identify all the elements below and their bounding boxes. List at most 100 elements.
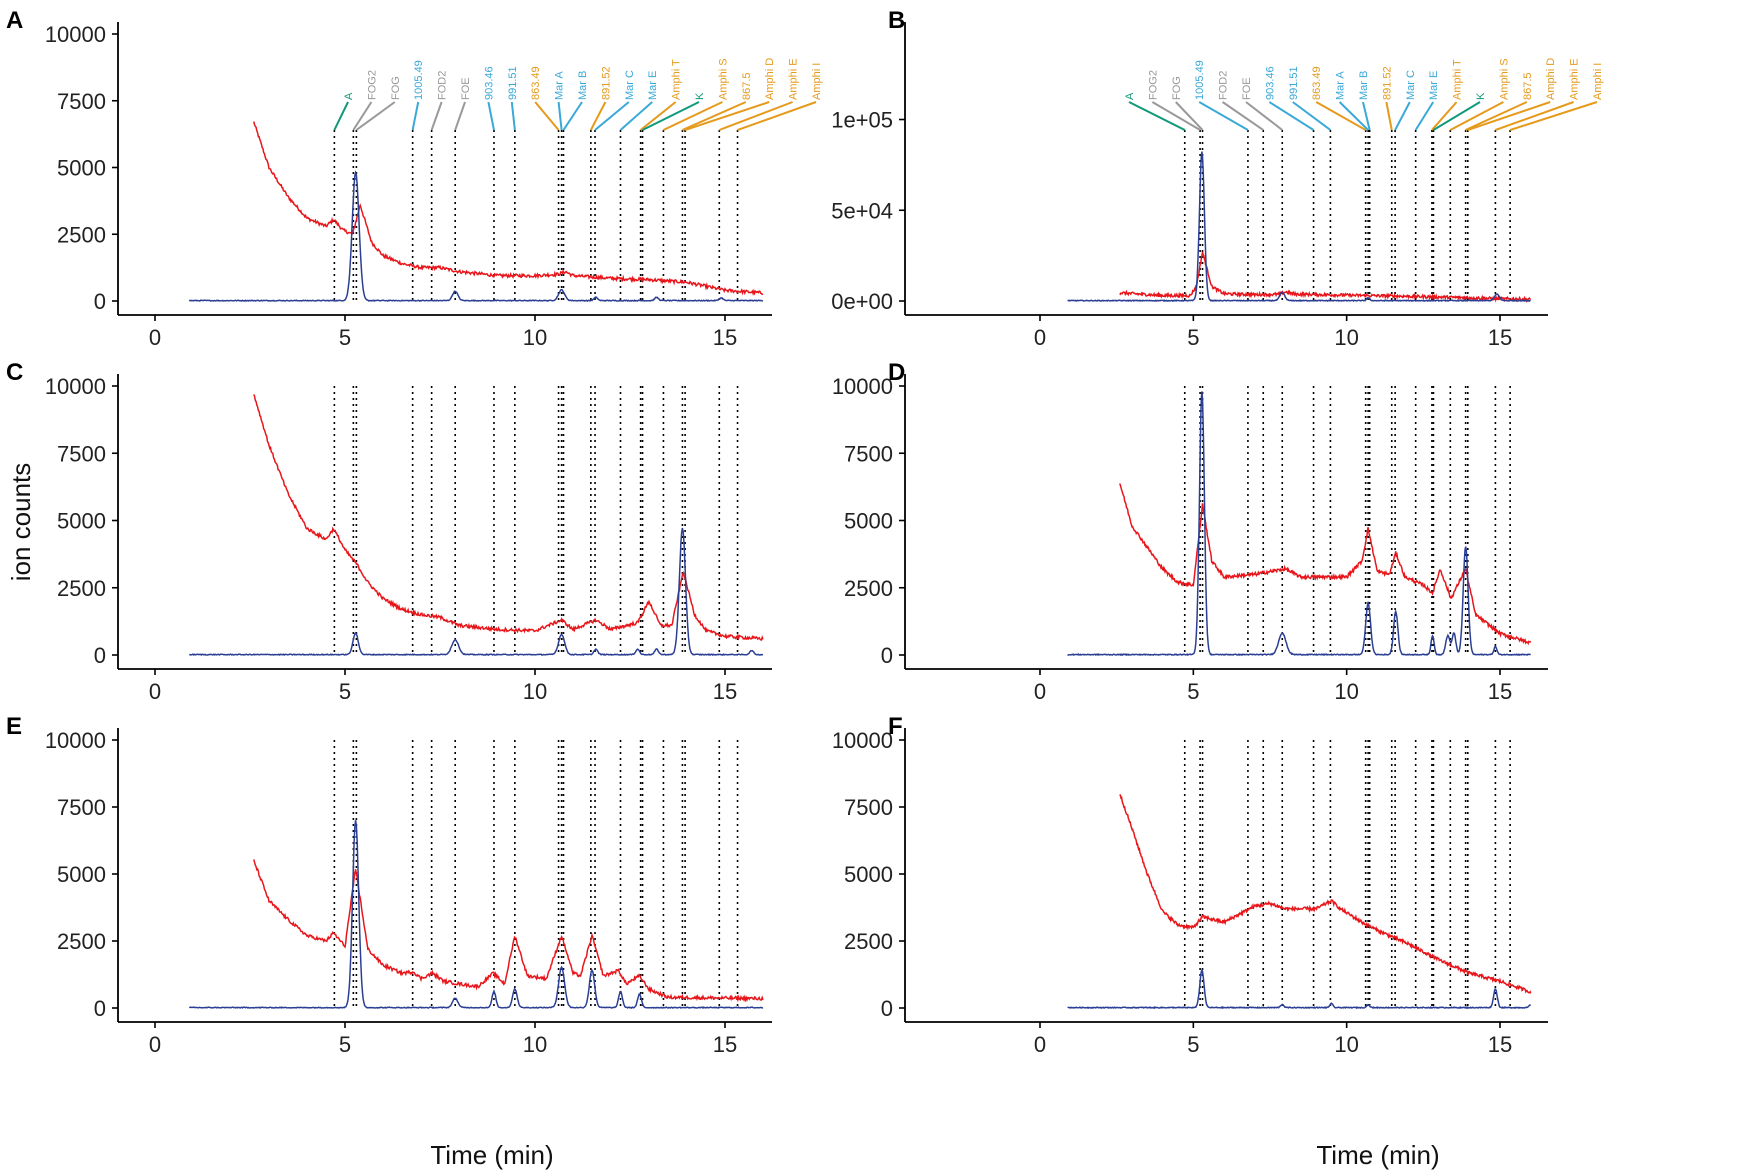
y-tick-label: 7500 [57,795,106,820]
annotation-connector [642,101,700,131]
panel-letter-f: F [888,713,903,740]
annotation-label: FOD2 [1218,71,1230,100]
panel-letter-a: A [6,7,23,34]
y-tick-label: 5000 [57,862,106,887]
y-tick-label: 0 [94,289,106,314]
trace-blue-f [1067,968,1531,1010]
y-tick-label: 10000 [45,374,106,399]
panel-letter-b: B [888,7,905,34]
x-tick-label: 5 [339,325,351,350]
annotation-connector [534,101,560,131]
x-tick-label: 5 [1187,679,1199,704]
annotation-label: FOG [1171,76,1183,100]
trace-blue-d [1067,391,1531,657]
annotation-label: 991.51 [507,66,519,100]
annotation-connector [640,101,677,131]
annotation-label: 891.52 [1381,66,1393,100]
trace-red-b [1119,251,1531,304]
trace-blue-a [188,169,764,302]
annotation-label: 891.52 [600,66,612,100]
trace-blue-c [189,527,763,657]
y-tick-label: 5000 [844,509,893,534]
annotation-connector [557,101,563,131]
annotation-connector [1432,101,1481,131]
trace-blue-b [1067,151,1531,303]
annotation-label: Mar A [554,71,566,100]
x-tick-label: 5 [1187,1032,1199,1057]
y-axis-title: ion counts [6,463,36,582]
annotation-label: 903.46 [1264,66,1276,100]
y-tick-label: 7500 [57,441,106,466]
annotation-connector [1495,101,1574,131]
x-tick-label: 5 [1187,325,1199,350]
annotation-label: FOG2 [366,70,378,100]
y-tick-label: 10000 [45,22,106,47]
annotation-label: Amphi S [1498,58,1510,100]
annotation-connector [594,101,630,131]
panel-letter-e: E [6,713,22,740]
annotation-label: 903.46 [483,66,495,100]
annotation-connector [1292,101,1332,131]
annotation-connector [510,101,516,131]
annotation-label: FOE [1241,77,1253,100]
x-tick-label: 15 [713,1032,737,1057]
trace-red-a [253,121,763,297]
y-tick-label: 0 [881,996,893,1021]
panel-e: E 0 2500 5000 7500 10000 0 5 10 15 [6,713,772,1057]
x-axis-title-right: Time (min) [1316,1140,1439,1170]
annotation-label: A [343,92,355,100]
annotation-label: Amphi T [671,59,683,100]
annotation-label: K [694,92,706,100]
annotation-connector [1449,101,1504,131]
annotation-label: FOG [390,76,402,100]
annotation-connector [619,101,653,131]
y-tick-label: 5000 [844,862,893,887]
y-tick-label: 2500 [57,222,106,247]
annotation-connector [1198,101,1249,131]
annotation-label: Amphi E [1569,58,1581,100]
panel-f: F 0 2500 5000 7500 10000 0 5 10 15 [832,713,1548,1057]
annotation-connector [1465,101,1528,131]
annotation-connector [333,101,349,131]
annotation-label: 991.51 [1288,66,1300,100]
trace-red-e [253,859,764,1003]
y-tick-label: 5000 [57,156,106,181]
y-tick-label: 0e+00 [831,289,893,314]
annotation-label: FOE [460,77,472,100]
annotation-connector [1175,101,1204,131]
annotation-label: 1005.49 [1194,60,1206,100]
panel-c: C 0 2500 5000 7500 10000 0 5 10 15 [6,359,772,704]
x-tick-label: 15 [1488,679,1512,704]
annotation-label: 867.5 [741,72,753,100]
annotation-label: Mar E [647,71,659,100]
trace-red-d [1119,483,1532,646]
annotation-connector [589,101,607,131]
x-tick-label: 10 [523,325,547,350]
annotation-connector [1414,101,1435,131]
x-axis-title-left: Time (min) [430,1140,553,1170]
annotation-connector [352,101,373,131]
x-tick-label: 0 [149,325,161,350]
x-tick-label: 5 [339,679,351,704]
y-tick-label: 0 [881,643,893,668]
x-tick-label: 10 [523,679,547,704]
annotation-label: Mar C [624,70,636,100]
x-tick-label: 0 [1034,1032,1046,1057]
annotation-label: 863.49 [530,66,542,100]
panel-b: B 0e+00 5e+04 1e+05 0 5 10 15 A FOG2 FOG 1005.49 FOD… [831,7,1604,350]
y-tick-label: 0 [94,643,106,668]
y-tick-label: 5e+04 [831,198,893,223]
annotation-connector [1222,101,1264,131]
annotation-connector [1362,101,1371,131]
y-tick-label: 7500 [844,441,893,466]
x-tick-label: 0 [149,1032,161,1057]
x-tick-label: 0 [1034,679,1046,704]
annotation-label: Mar E [1428,71,1440,100]
x-tick-label: 10 [1334,325,1358,350]
annotation-connector [1268,101,1315,131]
annotation-connector [1338,101,1369,131]
x-tick-label: 15 [1488,1032,1512,1057]
annotation-label: Amphi I [811,63,823,100]
panel-letter-d: D [888,359,905,386]
